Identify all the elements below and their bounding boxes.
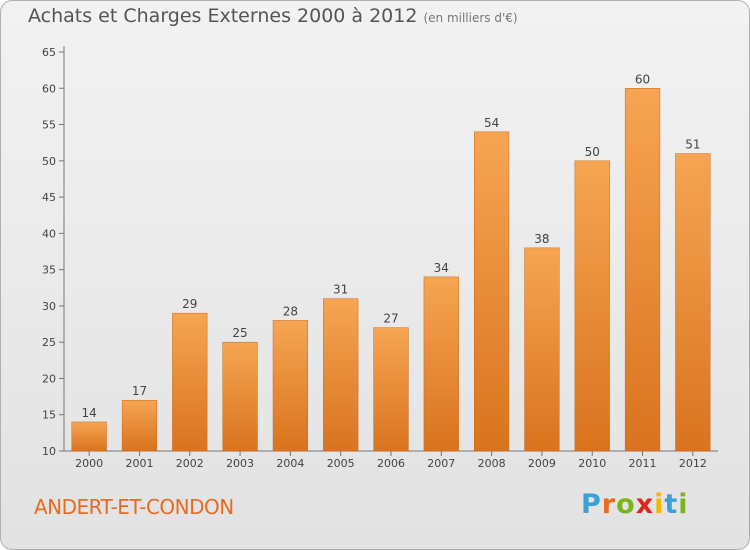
- x-tick-label: 2002: [176, 457, 204, 470]
- bar-value-label: 28: [283, 304, 298, 318]
- bar: [71, 421, 107, 452]
- bar-value-label: 14: [82, 406, 97, 420]
- bar-value-label: 29: [182, 297, 197, 311]
- bar-value-label: 25: [232, 326, 247, 340]
- bar-value-label: 60: [635, 72, 650, 86]
- x-tick-label: 2000: [75, 457, 103, 470]
- bar-value-label: 50: [585, 145, 600, 159]
- chart-title: Achats et Charges Externes 2000 à 2012 (e…: [28, 5, 518, 27]
- y-tick-label: 10: [42, 445, 56, 458]
- x-tick-label: 2004: [276, 457, 304, 470]
- y-tick-label: 20: [42, 372, 56, 385]
- bar: [272, 320, 308, 452]
- x-tick-label: 2008: [478, 457, 506, 470]
- bar: [323, 298, 359, 452]
- y-tick-label: 65: [42, 46, 56, 59]
- x-tick-label: 2003: [226, 457, 254, 470]
- proxiti-logo: Proxiti: [581, 489, 689, 520]
- bar-value-label: 27: [383, 312, 398, 326]
- logo-letter: i: [654, 489, 665, 520]
- logo-letter: x: [635, 489, 655, 520]
- x-tick-label: 2012: [679, 457, 707, 470]
- logo-letter: o: [616, 489, 636, 520]
- y-tick-label: 60: [42, 82, 56, 95]
- bar-value-label: 38: [534, 232, 549, 246]
- x-tick-label: 2009: [528, 457, 556, 470]
- x-tick-label: 2001: [125, 457, 153, 470]
- y-tick-label: 35: [42, 264, 56, 277]
- y-tick-label: 50: [42, 155, 56, 168]
- logo-letter: t: [664, 489, 679, 520]
- y-tick-label: 15: [42, 409, 56, 422]
- logo-letter: P: [581, 489, 602, 520]
- bar-value-label: 54: [484, 116, 499, 130]
- y-tick-label: 55: [42, 119, 56, 132]
- bar: [423, 276, 459, 452]
- bar-value-label: 17: [132, 384, 147, 398]
- bar: [574, 160, 610, 452]
- bar-value-label: 51: [685, 138, 700, 152]
- unit-note: (en milliers d'€): [423, 11, 518, 25]
- x-tick-label: 2006: [377, 457, 405, 470]
- bar: [121, 399, 158, 452]
- bar-value-label: 34: [434, 261, 449, 275]
- bar: [172, 312, 208, 452]
- y-tick-label: 45: [42, 191, 56, 204]
- bar: [222, 341, 258, 452]
- bar: [675, 153, 711, 452]
- bar: [474, 131, 510, 452]
- x-tick-label: 2005: [327, 457, 355, 470]
- bar-value-label: 31: [333, 283, 348, 297]
- commune-name: ANDERT-ET-CONDON: [34, 495, 234, 519]
- bar: [524, 247, 560, 452]
- y-tick-label: 30: [42, 300, 56, 313]
- logo-letter: i: [678, 489, 689, 520]
- y-tick-label: 40: [42, 227, 56, 240]
- y-tick-label: 25: [42, 336, 56, 349]
- bar: [373, 327, 409, 452]
- chart-title-text: Achats et Charges Externes 2000 à 2012: [28, 5, 418, 27]
- x-tick-label: 2007: [427, 457, 455, 470]
- x-tick-label: 2011: [629, 457, 657, 470]
- logo-letter: r: [601, 489, 617, 520]
- x-tick-label: 2010: [578, 457, 606, 470]
- bar: [624, 88, 661, 452]
